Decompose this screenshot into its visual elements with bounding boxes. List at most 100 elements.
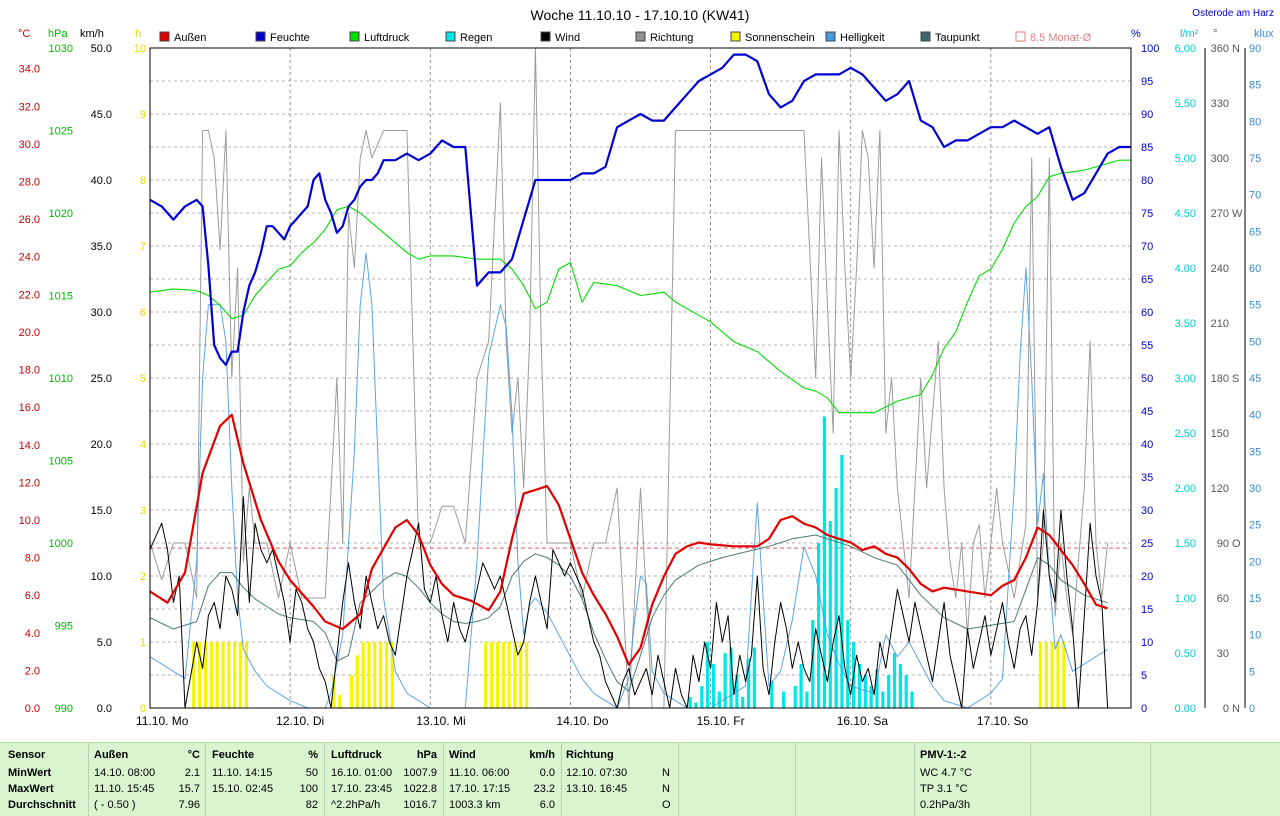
temp-tick-label: 34.0	[19, 64, 40, 76]
sun-tick-label: 9	[140, 109, 146, 121]
wind-tick-label: 45.0	[91, 109, 112, 121]
sunshine-bar	[495, 642, 500, 708]
stats-cell: Wind	[449, 749, 476, 761]
location-label: Osterode am Harz	[1192, 8, 1274, 19]
rain-bar	[892, 653, 897, 708]
stats-cell: °C	[187, 749, 200, 761]
humidity-tick-label: 0	[1141, 703, 1147, 715]
sunshine-bar	[519, 642, 523, 708]
rain-tick-label: 0.50	[1175, 648, 1196, 660]
rain-bar	[706, 642, 710, 708]
rain-bar	[694, 702, 698, 708]
wind-tick-label: 20.0	[91, 439, 112, 451]
humidity-tick-label: 10	[1141, 637, 1153, 649]
direction-tick-label: 150	[1211, 428, 1229, 440]
temp-tick-label: 14.0	[19, 440, 40, 452]
legend-swatch	[1015, 31, 1026, 42]
legend-label: Richtung	[650, 32, 693, 44]
temp-tick-label: 4.0	[25, 628, 40, 640]
legend-label: Außen	[174, 32, 206, 44]
sunshine-bar	[244, 642, 248, 708]
sunshine-bar	[238, 642, 243, 708]
day-label: 12.10. Di	[276, 714, 324, 728]
stats-cell: Durchschnitt	[8, 799, 76, 811]
temperature-line	[149, 413, 1108, 666]
rain-tick-label: 1.50	[1175, 538, 1196, 550]
humidity-tick-label: 25	[1141, 538, 1153, 550]
rain-bar	[746, 658, 751, 708]
sunshine-bar	[501, 642, 505, 708]
legend-label: 8.5 Monat-Ø	[1030, 32, 1092, 44]
stats-cell: %	[308, 749, 318, 761]
legend-swatch	[159, 31, 170, 42]
wind-line	[149, 496, 1109, 709]
lux-tick-label: 20	[1249, 556, 1261, 568]
humidity-tick-label: 75	[1141, 208, 1153, 220]
direction-letter-label: W	[1232, 208, 1243, 220]
humidity-tick-label: 60	[1141, 307, 1153, 319]
day-label: 15.10. Fr	[697, 714, 745, 728]
lux-tick-label: 45	[1249, 373, 1261, 385]
direction-tick-label: 180	[1211, 373, 1229, 385]
left-axes: 0.02.04.06.08.010.012.014.016.018.020.02…	[19, 43, 146, 715]
legend-label: Helligkeit	[840, 32, 885, 44]
rain-unit-label: l/m²	[1180, 28, 1199, 40]
temp-tick-label: 8.0	[25, 553, 40, 565]
legend-label: Luftdruck	[364, 32, 410, 44]
grid	[150, 48, 1131, 708]
stats-cell: 0.2hPa/3h	[920, 799, 971, 811]
col-divider	[1030, 743, 1031, 816]
rain-bar	[700, 686, 704, 708]
pressure-tick-label: 1005	[49, 456, 73, 468]
day-label: 17.10. So	[977, 714, 1029, 728]
statistics-table: Sensor Außen °C Feuchte% Luftdruck hPa Wind km/…	[0, 742, 1280, 816]
sunshine-bar	[332, 675, 336, 708]
stats-cell: 100	[299, 783, 318, 795]
rain-bar	[723, 653, 727, 708]
temp-tick-label: 20.0	[19, 327, 40, 339]
humidity-tick-label: 65	[1141, 274, 1153, 286]
stats-cell: 2.1	[184, 767, 200, 779]
stats-cell: PMV-1:-2	[920, 749, 967, 761]
wind-tick-label: 0.0	[97, 703, 112, 715]
sunshine-bar	[373, 642, 377, 708]
temp-tick-label: 10.0	[19, 515, 40, 527]
rain-tick-label: 4.50	[1175, 208, 1196, 220]
humidity-tick-label: 35	[1141, 472, 1153, 484]
rain-bar	[729, 647, 733, 708]
rain-bar	[869, 686, 873, 708]
lux-tick-label: 0	[1249, 703, 1255, 715]
stats-cell: N	[662, 783, 670, 795]
sunshine-bar	[349, 675, 354, 708]
weather-chart: Woche 11.10.10 - 17.10.10 (KW41) Osterod…	[18, 7, 1275, 728]
sunshine-bar	[221, 642, 225, 708]
direction-tick-label: 0	[1223, 703, 1229, 715]
humidity-tick-label: 55	[1141, 340, 1153, 352]
col-divider	[914, 743, 915, 816]
wind-tick-label: 25.0	[91, 373, 112, 385]
rain-tick-label: 2.50	[1175, 428, 1196, 440]
wind-unit-label: km/h	[80, 28, 104, 40]
rain-tick-label: 5.50	[1175, 98, 1196, 110]
sunshine-bar	[1056, 642, 1060, 708]
pressure-tick-label: 1000	[49, 538, 73, 550]
sunshine-bar	[1038, 642, 1043, 708]
col-divider	[205, 743, 206, 816]
stats-cell: TP 3.1 °C	[920, 783, 968, 795]
stats-cell: 11.10. 15:45	[94, 783, 155, 795]
lux-tick-label: 50	[1249, 336, 1261, 348]
rain-tick-label: 3.50	[1175, 318, 1196, 330]
humidity-tick-label: 30	[1141, 505, 1153, 517]
stats-cell: MinWert	[8, 767, 52, 779]
rain-bar	[898, 664, 902, 708]
pressure-tick-label: 1020	[49, 208, 73, 220]
lux-unit-label: klux	[1254, 28, 1274, 40]
temp-tick-label: 30.0	[19, 139, 40, 151]
direction-tick-label: 30	[1217, 648, 1229, 660]
pressure-tick-label: 1015	[49, 291, 73, 303]
sun-tick-label: 7	[140, 241, 146, 253]
rain-bar	[805, 691, 809, 708]
rain-bar	[910, 691, 914, 708]
col-divider	[678, 743, 679, 816]
legend-label: Wind	[555, 32, 580, 44]
